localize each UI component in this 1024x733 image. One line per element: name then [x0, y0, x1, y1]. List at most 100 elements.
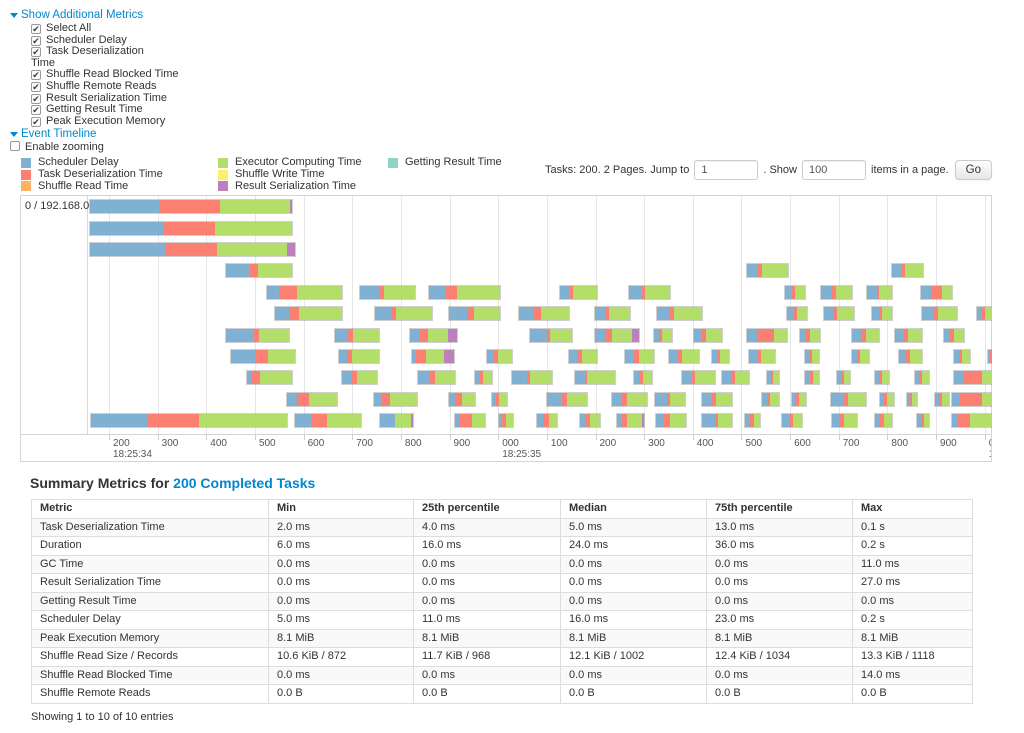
task-bar[interactable] — [898, 348, 923, 364]
task-bar[interactable] — [266, 284, 343, 300]
task-bar[interactable] — [761, 391, 780, 407]
go-button[interactable]: Go — [954, 160, 992, 181]
metric-checkbox[interactable] — [31, 93, 41, 104]
metric-checkbox-item[interactable]: Select All — [31, 22, 1014, 35]
task-bar[interactable] — [921, 306, 958, 322]
metric-checkbox-item[interactable]: Getting Result Time — [31, 103, 1014, 116]
task-bar[interactable] — [823, 306, 855, 322]
task-bar[interactable] — [721, 370, 750, 386]
task-bar[interactable] — [579, 413, 601, 429]
task-bar[interactable] — [804, 370, 820, 386]
task-bar[interactable] — [701, 391, 733, 407]
task-bar[interactable] — [668, 348, 700, 364]
task-bar[interactable] — [624, 348, 655, 364]
task-bar[interactable] — [748, 348, 776, 364]
task-bar[interactable] — [894, 327, 923, 343]
task-bar[interactable] — [655, 413, 687, 429]
task-bar[interactable] — [89, 199, 293, 215]
task-bar[interactable] — [529, 327, 573, 343]
task-bar[interactable] — [409, 327, 458, 343]
task-bar[interactable] — [89, 220, 293, 236]
task-bar[interactable] — [851, 348, 870, 364]
metric-checkbox[interactable] — [31, 81, 41, 92]
task-bar[interactable] — [246, 370, 293, 386]
task-bar[interactable] — [225, 263, 293, 279]
task-bar[interactable] — [951, 413, 992, 429]
task-bar[interactable] — [594, 327, 640, 343]
task-bar[interactable] — [906, 391, 918, 407]
task-bar[interactable] — [498, 413, 514, 429]
task-bar[interactable] — [654, 391, 686, 407]
task-bar[interactable] — [448, 306, 501, 322]
task-bar[interactable] — [274, 306, 343, 322]
metric-checkbox[interactable] — [31, 70, 41, 81]
task-bar[interactable] — [851, 327, 880, 343]
task-bar[interactable] — [536, 413, 558, 429]
task-bar[interactable] — [953, 370, 992, 386]
task-bar[interactable] — [417, 370, 456, 386]
task-bar[interactable] — [976, 306, 992, 322]
metric-checkbox[interactable] — [31, 35, 41, 46]
task-bar[interactable] — [891, 263, 924, 279]
task-bar[interactable] — [766, 370, 780, 386]
task-bar[interactable] — [486, 348, 513, 364]
task-bar[interactable] — [628, 284, 671, 300]
task-bar[interactable] — [744, 413, 761, 429]
metric-checkbox-item[interactable]: Shuffle Read Blocked Time — [31, 69, 1014, 81]
task-bar[interactable] — [656, 306, 703, 322]
enable-zooming-option[interactable]: Enable zooming — [10, 141, 1014, 153]
show-additional-metrics-link[interactable]: Show Additional Metrics — [21, 9, 144, 21]
task-bar[interactable] — [559, 284, 598, 300]
task-bar[interactable] — [374, 306, 433, 322]
task-bar[interactable] — [594, 306, 631, 322]
task-bar[interactable] — [568, 348, 598, 364]
metric-checkbox[interactable] — [31, 116, 41, 127]
task-bar[interactable] — [711, 348, 730, 364]
task-bar[interactable] — [681, 370, 716, 386]
items-per-page-input[interactable] — [802, 160, 866, 181]
event-timeline-toggle[interactable]: Event Timeline — [10, 128, 1014, 140]
task-bar[interactable] — [914, 370, 930, 386]
task-bar[interactable] — [746, 327, 788, 343]
metric-checkbox-item[interactable]: Task Deserialization Time — [31, 45, 167, 69]
task-bar[interactable] — [804, 348, 820, 364]
show-additional-metrics-toggle[interactable]: Show Additional Metrics — [10, 9, 1014, 21]
task-bar[interactable] — [943, 327, 965, 343]
task-bar[interactable] — [574, 370, 616, 386]
metric-checkbox[interactable] — [31, 24, 41, 34]
task-bar[interactable] — [633, 370, 653, 386]
task-bar[interactable] — [511, 370, 553, 386]
task-bar[interactable] — [334, 327, 380, 343]
task-bar[interactable] — [693, 327, 723, 343]
task-bar[interactable] — [701, 413, 733, 429]
task-bar[interactable] — [953, 348, 971, 364]
task-bar[interactable] — [866, 284, 893, 300]
event-timeline-link[interactable]: Event Timeline — [21, 128, 97, 141]
task-bar[interactable] — [653, 327, 673, 343]
task-bar[interactable] — [879, 391, 895, 407]
task-bar[interactable] — [781, 413, 803, 429]
task-bar[interactable] — [379, 413, 414, 429]
task-bar[interactable] — [338, 348, 380, 364]
task-bar[interactable] — [518, 306, 570, 322]
task-bar[interactable] — [341, 370, 378, 386]
task-bar[interactable] — [90, 413, 288, 429]
task-bar[interactable] — [784, 284, 806, 300]
task-bar[interactable] — [746, 263, 789, 279]
metric-checkbox-item[interactable]: Shuffle Remote Reads — [31, 80, 1014, 93]
task-bar[interactable] — [373, 391, 418, 407]
task-bar[interactable] — [89, 241, 296, 257]
task-bar[interactable] — [786, 306, 808, 322]
task-bar[interactable] — [491, 391, 508, 407]
task-bar[interactable] — [874, 413, 893, 429]
jump-to-page-input[interactable] — [694, 160, 759, 181]
metric-checkbox[interactable] — [31, 47, 41, 58]
task-bar[interactable] — [474, 370, 493, 386]
metric-checkbox-item[interactable]: Peak Execution Memory — [31, 115, 1014, 128]
task-bar[interactable] — [987, 348, 992, 364]
task-bar[interactable] — [225, 327, 290, 343]
task-bar[interactable] — [791, 391, 807, 407]
task-bar[interactable] — [448, 391, 476, 407]
task-bar[interactable] — [799, 327, 821, 343]
enable-zooming-checkbox[interactable] — [10, 141, 20, 152]
